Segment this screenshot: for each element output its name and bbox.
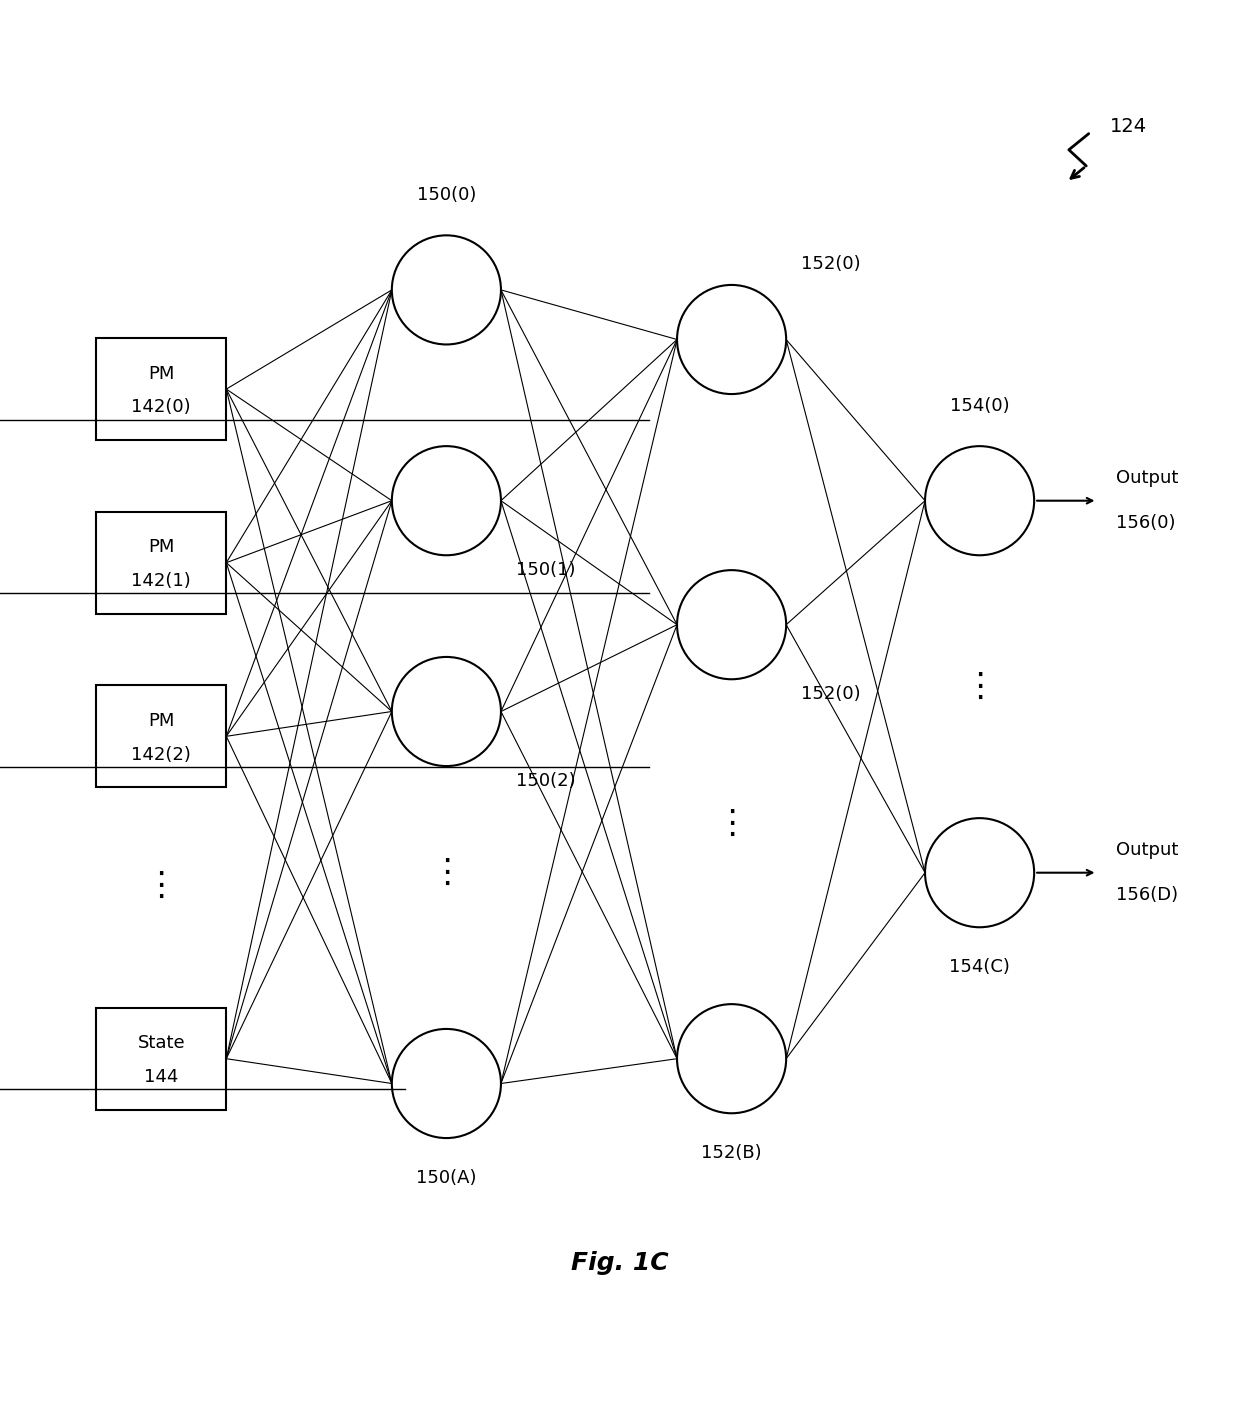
Text: ⋮: ⋮ [963, 670, 996, 703]
Text: 156(D): 156(D) [1116, 887, 1178, 904]
Text: 154(0): 154(0) [950, 397, 1009, 416]
Text: 150(2): 150(2) [516, 773, 575, 790]
Circle shape [392, 235, 501, 344]
Text: 152(0): 152(0) [801, 686, 861, 703]
Circle shape [925, 447, 1034, 555]
Text: PM: PM [148, 712, 175, 730]
Text: 150(A): 150(A) [417, 1170, 476, 1187]
Text: 152(B): 152(B) [702, 1144, 761, 1163]
FancyBboxPatch shape [97, 686, 226, 787]
Text: ⋮: ⋮ [430, 857, 463, 889]
Text: 142(0): 142(0) [131, 398, 191, 417]
Text: 156(0): 156(0) [1116, 514, 1176, 532]
Text: 124: 124 [1110, 117, 1147, 135]
Circle shape [677, 1005, 786, 1113]
Text: 142(1): 142(1) [131, 572, 191, 591]
Text: 154(C): 154(C) [949, 958, 1011, 976]
Text: Output: Output [1116, 470, 1178, 488]
Text: 144: 144 [144, 1069, 179, 1086]
Text: PM: PM [148, 364, 175, 383]
FancyBboxPatch shape [97, 339, 226, 440]
Text: 152(0): 152(0) [801, 255, 861, 273]
Text: ⋮: ⋮ [715, 807, 748, 840]
Text: 150(1): 150(1) [516, 562, 575, 579]
Circle shape [677, 571, 786, 679]
Text: PM: PM [148, 538, 175, 556]
Text: State: State [138, 1035, 185, 1053]
FancyBboxPatch shape [97, 1007, 226, 1110]
Text: Fig. 1C: Fig. 1C [572, 1251, 668, 1275]
Circle shape [677, 285, 786, 394]
Text: 142(2): 142(2) [131, 746, 191, 764]
Text: 150(0): 150(0) [417, 186, 476, 205]
Text: Output: Output [1116, 841, 1178, 859]
FancyBboxPatch shape [97, 512, 226, 613]
Circle shape [392, 447, 501, 555]
Circle shape [392, 1029, 501, 1138]
Circle shape [392, 657, 501, 766]
Circle shape [925, 818, 1034, 928]
Text: ⋮: ⋮ [145, 868, 177, 902]
